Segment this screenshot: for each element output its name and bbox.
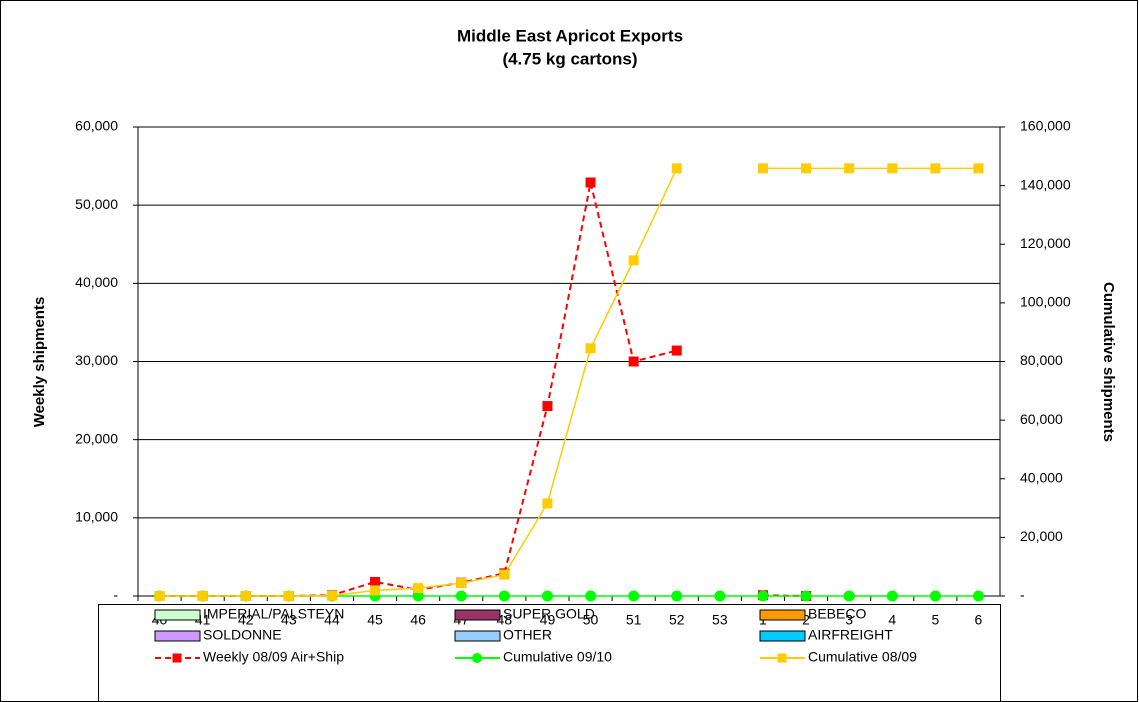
x-tick-label: 53 (712, 612, 728, 628)
x-tick-label: 2 (802, 612, 810, 628)
x-tick-label: 5 (931, 612, 939, 628)
legend-marker (472, 653, 482, 663)
line-marker (628, 356, 639, 367)
y-tick-label: 20,000 (75, 430, 118, 446)
y2-tick-label: 80,000 (1020, 352, 1063, 368)
legend-swatch (759, 609, 806, 621)
line-marker (283, 591, 294, 601)
line-marker (973, 163, 984, 174)
legend-swatch (154, 609, 201, 621)
line-marker (498, 590, 510, 602)
line-marker (370, 576, 381, 587)
y2-tick-label: 100,000 (1020, 294, 1071, 310)
line-marker (628, 590, 640, 602)
line-marker (456, 578, 467, 589)
y-tick-label: 50,000 (75, 196, 118, 212)
line-marker (542, 498, 553, 509)
line-marker (757, 590, 769, 602)
legend-label: Cumulative 09/10 (503, 649, 612, 665)
legend-label: SOLDONNE (203, 627, 282, 643)
x-tick-label: 4 (888, 612, 896, 628)
line-marker (413, 583, 424, 594)
line-marker (628, 255, 639, 266)
line-marker (585, 343, 596, 354)
x-tick-label: 50 (583, 612, 599, 628)
y2-tick-label: 120,000 (1020, 235, 1071, 251)
line-marker (326, 590, 337, 601)
line-marker (757, 163, 768, 174)
line-marker (671, 590, 683, 602)
x-tick-label: 51 (626, 612, 642, 628)
legend-marker (172, 653, 182, 663)
y2-tick-label: 140,000 (1020, 176, 1071, 192)
y2-axis-title: Cumulative shipments (1100, 282, 1117, 442)
legend-label: Cumulative 08/09 (808, 649, 917, 665)
line-marker (154, 591, 165, 601)
y-tick-label: 40,000 (75, 274, 118, 290)
line-marker (714, 590, 726, 602)
y2-tick-label: 20,000 (1020, 528, 1063, 544)
x-tick-label: 44 (324, 612, 340, 628)
legend-label: AIRFREIGHT (808, 627, 893, 643)
legend-label: IMPERIAL/PALSTEYN (203, 606, 344, 622)
line-marker (671, 345, 682, 356)
x-tick-label: 45 (367, 612, 383, 628)
legend-marker (777, 653, 787, 663)
legend-label: BEBECO (808, 606, 866, 622)
y-tick-label: - (113, 587, 118, 603)
line-marker (972, 590, 984, 602)
line-marker (585, 177, 596, 188)
x-tick-label: 46 (410, 612, 426, 628)
x-tick-label: 43 (281, 612, 297, 628)
legend-label: SUPER GOLD (503, 606, 595, 622)
y2-tick-label: 60,000 (1020, 411, 1063, 427)
line-marker (542, 401, 553, 412)
legend-label: OTHER (503, 627, 552, 643)
y2-tick-label: 40,000 (1020, 469, 1063, 485)
line-marker (801, 163, 812, 174)
legend-swatch (454, 609, 501, 621)
line-marker (929, 590, 941, 602)
y-tick-label: 60,000 (75, 118, 118, 134)
chart-title: Middle East Apricot Exports (457, 26, 683, 45)
y2-tick-label: 160,000 (1020, 118, 1071, 134)
line-marker (843, 590, 855, 602)
x-tick-label: 48 (497, 612, 513, 628)
x-tick-label: 3 (845, 612, 853, 628)
y-axis-title: Weekly shipments (31, 297, 48, 428)
line-marker (240, 591, 251, 601)
line-marker (455, 590, 467, 602)
legend-swatch (154, 630, 201, 642)
x-tick-label: 49 (540, 612, 556, 628)
line-marker (800, 590, 812, 602)
line-marker (541, 590, 553, 602)
line-marker (197, 591, 208, 601)
legend-swatch (454, 630, 501, 642)
legend-label: Weekly 08/09 Air+Ship (203, 649, 344, 665)
legend-swatch (759, 630, 806, 642)
x-tick-label: 6 (975, 612, 983, 628)
line-marker (370, 585, 381, 596)
line-marker (585, 590, 597, 602)
x-tick-label: 42 (238, 612, 254, 628)
x-tick-label: 52 (669, 612, 685, 628)
y-tick-label: 30,000 (75, 352, 118, 368)
chart-subtitle: (4.75 kg cartons) (502, 49, 637, 68)
line-marker (844, 163, 855, 174)
line-marker (887, 163, 898, 174)
y2-tick-label: - (1020, 587, 1025, 603)
line-marker (671, 163, 682, 174)
legend-box (98, 604, 1001, 702)
line-marker (886, 590, 898, 602)
line-marker (499, 569, 510, 580)
y-tick-label: 10,000 (75, 509, 118, 525)
line-marker (930, 163, 941, 174)
